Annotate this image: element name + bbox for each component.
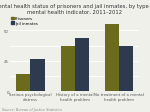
Bar (30, 60, 45, 91)
Bar (105, 25, 119, 91)
Bar (119, 47, 133, 91)
Text: Source: Bureau of Justice Statistics: Source: Bureau of Justice Statistics (2, 108, 61, 111)
Bar (16, 74, 30, 91)
Bar (75, 38, 89, 91)
Title: Mental health status of prisoners and jail inmates, by type of
mental health ind: Mental health status of prisoners and ja… (0, 4, 150, 15)
Bar (61, 47, 75, 91)
Legend: Prisoners, Jail inmates: Prisoners, Jail inmates (11, 17, 38, 26)
